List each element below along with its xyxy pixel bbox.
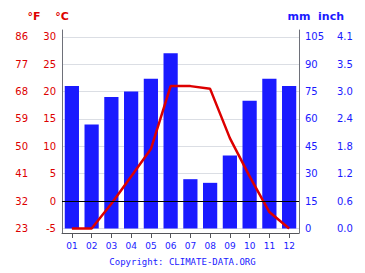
svg-text:Copyright: CLIMATE-DATA.ORG: Copyright: CLIMATE-DATA.ORG [109, 257, 255, 267]
svg-text:-5: -5 [46, 223, 56, 234]
svg-text:20: 20 [43, 86, 56, 97]
svg-text:60: 60 [305, 113, 318, 124]
svg-text:0.0: 0.0 [337, 223, 353, 234]
svg-text:32: 32 [15, 196, 28, 207]
svg-text:30: 30 [43, 31, 56, 42]
svg-text:°C: °C [55, 10, 69, 23]
svg-text:03: 03 [106, 241, 117, 251]
svg-text:11: 11 [264, 241, 275, 251]
svg-text:1.8: 1.8 [337, 141, 353, 152]
svg-text:10: 10 [43, 141, 56, 152]
svg-text:45: 45 [305, 141, 318, 152]
svg-text:0: 0 [50, 196, 56, 207]
svg-text:01: 01 [66, 241, 77, 251]
svg-text:07: 07 [185, 241, 196, 251]
svg-text:02: 02 [86, 241, 97, 251]
svg-text:05: 05 [145, 241, 156, 251]
svg-text:3.5: 3.5 [337, 59, 353, 70]
svg-text:0: 0 [305, 223, 311, 234]
svg-text:68: 68 [15, 86, 28, 97]
svg-text:77: 77 [15, 59, 28, 70]
svg-text:mm: mm [288, 10, 311, 23]
svg-text:08: 08 [204, 241, 216, 251]
svg-text:04: 04 [125, 241, 137, 251]
svg-text:3.0: 3.0 [337, 86, 353, 97]
svg-text:12: 12 [283, 241, 294, 251]
svg-text:30: 30 [305, 168, 318, 179]
svg-text:90: 90 [305, 59, 318, 70]
svg-text:°F: °F [27, 10, 40, 23]
svg-text:5: 5 [50, 168, 56, 179]
svg-text:06: 06 [165, 241, 177, 251]
svg-text:23: 23 [15, 223, 28, 234]
svg-text:15: 15 [43, 113, 56, 124]
svg-text:41: 41 [15, 168, 28, 179]
svg-text:1.2: 1.2 [337, 168, 353, 179]
svg-text:2.4: 2.4 [337, 113, 353, 124]
svg-text:75: 75 [305, 86, 318, 97]
svg-text:86: 86 [15, 31, 28, 42]
svg-text:4.1: 4.1 [337, 31, 353, 42]
svg-text:105: 105 [305, 31, 324, 42]
svg-text:09: 09 [224, 241, 236, 251]
svg-text:10: 10 [244, 241, 256, 251]
svg-text:50: 50 [15, 141, 28, 152]
svg-text:0.6: 0.6 [337, 196, 353, 207]
svg-text:15: 15 [305, 196, 318, 207]
svg-text:25: 25 [43, 59, 56, 70]
svg-text:59: 59 [15, 113, 28, 124]
svg-text:inch: inch [318, 10, 344, 23]
